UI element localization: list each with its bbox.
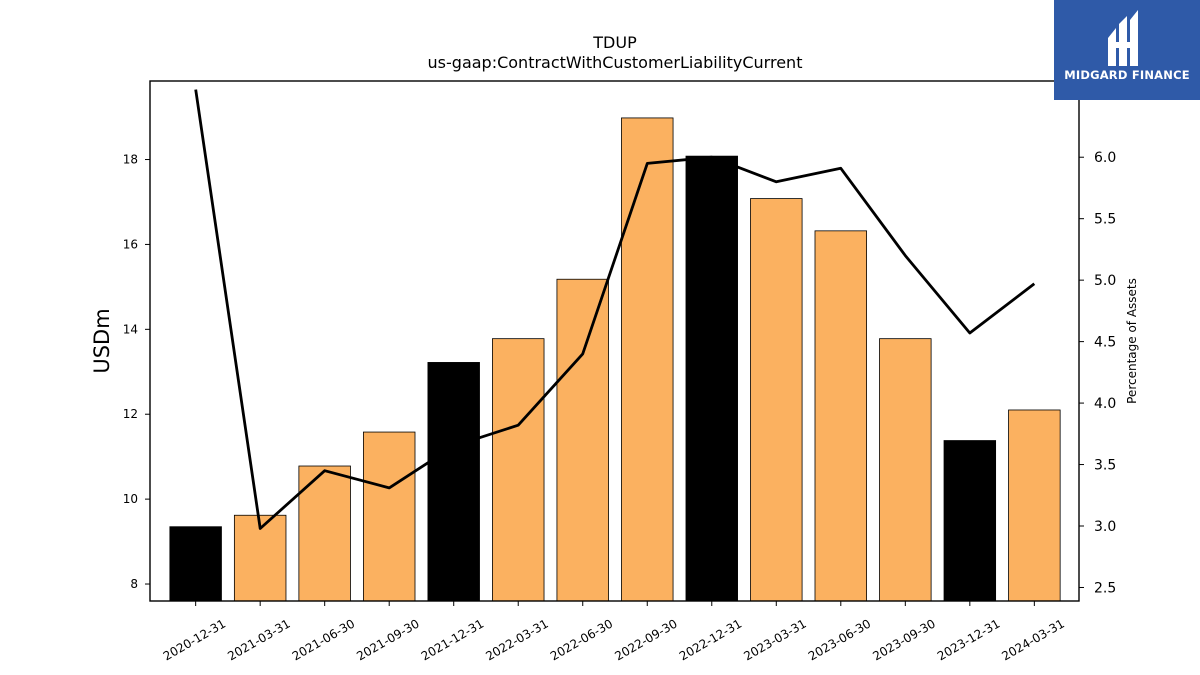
y2-tick-label-3.5: 3.5: [1094, 458, 1116, 474]
x-tick-label-2022-12-31: 2022-12-31: [677, 616, 744, 663]
bar-2022-12-31: [685, 155, 738, 602]
bar-2021-09-30: [362, 431, 416, 602]
x-tick-label-2023-09-30: 2023-09-30: [870, 616, 937, 663]
bar-2023-09-30: [879, 338, 932, 602]
x-tick-label-2021-03-31: 2021-03-31: [225, 616, 292, 663]
bar-2021-06-30: [298, 465, 351, 602]
x-tick-label-2023-12-31: 2023-12-31: [935, 616, 1002, 663]
pct-assets-line: [194, 89, 1036, 530]
bars: [169, 117, 1061, 602]
bar-2021-12-31: [427, 362, 480, 602]
x-tick-label-2024-03-31: 2024-03-31: [999, 616, 1066, 663]
x-tick-label-2020-12-31: 2020-12-31: [161, 616, 228, 663]
y-tick-label-18: 18: [123, 153, 138, 167]
brand-logo: MIDGARD FINANCE: [1054, 0, 1200, 100]
logo-mark-icon: [1108, 10, 1138, 66]
y-axis-label: USDm: [90, 308, 114, 373]
y2-tick-label-2.5: 2.5: [1094, 580, 1116, 596]
bar-2023-06-30: [814, 230, 868, 602]
y-axis-right: 2.5 3.0 3.5 4.0 4.5 5.0 5.5 6.0: [1079, 150, 1116, 596]
x-tick-label-2022-09-30: 2022-09-30: [612, 616, 679, 663]
bar-2023-12-31: [943, 440, 997, 602]
x-tick-label-2022-03-31: 2022-03-31: [483, 616, 550, 663]
y2-axis-label: Percentage of Assets: [1125, 278, 1139, 404]
logo-text: MIDGARD FINANCE: [1064, 68, 1190, 82]
x-tick-label-2021-06-30: 2021-06-30: [290, 616, 357, 663]
x-tick-label-2023-03-31: 2023-03-31: [741, 616, 808, 663]
bar-2022-03-31: [492, 338, 545, 602]
y2-tick-label-5.5: 5.5: [1094, 212, 1116, 228]
x-tick-label-2022-06-30: 2022-06-30: [548, 616, 615, 663]
bar-2024-03-31: [1008, 409, 1061, 602]
y-tick-label-12: 12: [123, 407, 138, 421]
pct-assets-line-layer: [194, 89, 1036, 530]
y2-tick-label-5.0: 5.0: [1094, 273, 1116, 289]
x-axis: 2020-12-312021-03-312021-06-302021-09-30…: [161, 601, 1067, 663]
x-tick-label-2021-12-31: 2021-12-31: [419, 616, 486, 663]
y-tick-label-14: 14: [123, 322, 138, 336]
y2-tick-label-4.0: 4.0: [1094, 396, 1116, 412]
y-tick-label-10: 10: [123, 492, 138, 506]
y-tick-label-8: 8: [130, 577, 138, 591]
y2-tick-label-6.0: 6.0: [1094, 150, 1116, 166]
x-tick-label-2021-09-30: 2021-09-30: [354, 616, 421, 663]
chart-subtitle: us-gaap:ContractWithCustomerLiabilityCur…: [428, 53, 803, 72]
y-axis-left: 8 10 12 14 16 18: [123, 153, 150, 591]
y-tick-label-16: 16: [123, 237, 138, 251]
y2-tick-label-3.0: 3.0: [1094, 519, 1116, 535]
bar-2023-03-31: [750, 198, 803, 602]
bar-2022-06-30: [556, 278, 609, 602]
chart-title: TDUP: [592, 33, 637, 52]
plot-frame: [149, 80, 1080, 602]
y2-tick-label-4.5: 4.5: [1094, 335, 1116, 351]
bar-2020-12-31: [169, 526, 222, 602]
bar-2022-09-30: [621, 117, 674, 602]
x-tick-label-2023-06-30: 2023-06-30: [806, 616, 873, 663]
